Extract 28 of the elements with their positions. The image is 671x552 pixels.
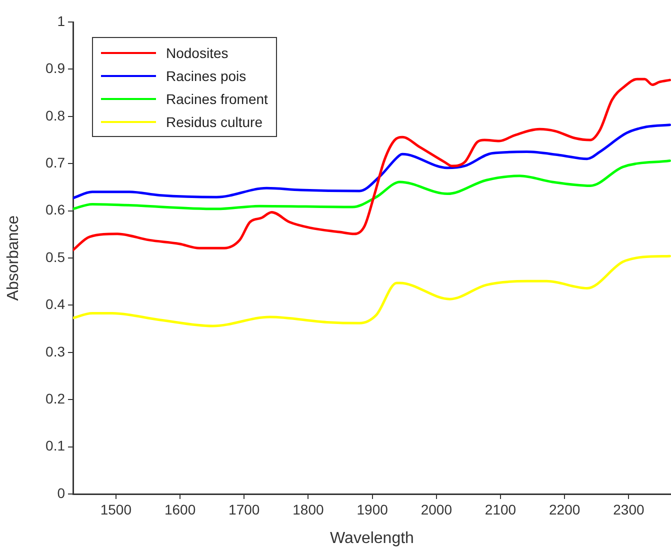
legend-label: Nodosites: [166, 44, 228, 60]
y-tick-label: 0.2: [46, 390, 66, 406]
legend-label: Residus culture: [166, 114, 262, 130]
x-tick-label: 2000: [420, 501, 452, 518]
y-tick-label: 0.5: [46, 248, 66, 265]
y-tick-label: 0: [57, 484, 66, 501]
x-tick-label: 2100: [484, 501, 516, 518]
legend-label: Racines froment: [166, 90, 268, 106]
y-tick-label: 0.8: [46, 107, 66, 124]
x-tick-label: 2300: [613, 501, 644, 518]
x-tick-label: 1800: [292, 501, 324, 518]
y-tick-label: 0.1: [46, 438, 66, 454]
y-tick-label: 0.3: [46, 343, 66, 360]
y-tick-label: 0.7: [46, 154, 66, 170]
x-tick-label: 1600: [164, 501, 196, 518]
x-tick-label: 2200: [549, 501, 580, 518]
y-tick-label: 0.6: [46, 202, 66, 218]
y-tick-label: 0.4: [46, 296, 66, 312]
x-tick-label: 1500: [100, 501, 132, 518]
y-axis-title: Absorbance: [5, 215, 22, 301]
legend-label: Racines pois: [166, 68, 246, 84]
x-tick-label: 1900: [356, 501, 388, 518]
line-series: [73, 160, 671, 210]
y-tick-label: 0.9: [46, 60, 66, 76]
x-axis-title: Wavelength: [330, 530, 414, 547]
y-tick-label: 1: [57, 12, 66, 29]
line-series: [73, 254, 671, 328]
x-tick-label: 1700: [228, 501, 260, 518]
